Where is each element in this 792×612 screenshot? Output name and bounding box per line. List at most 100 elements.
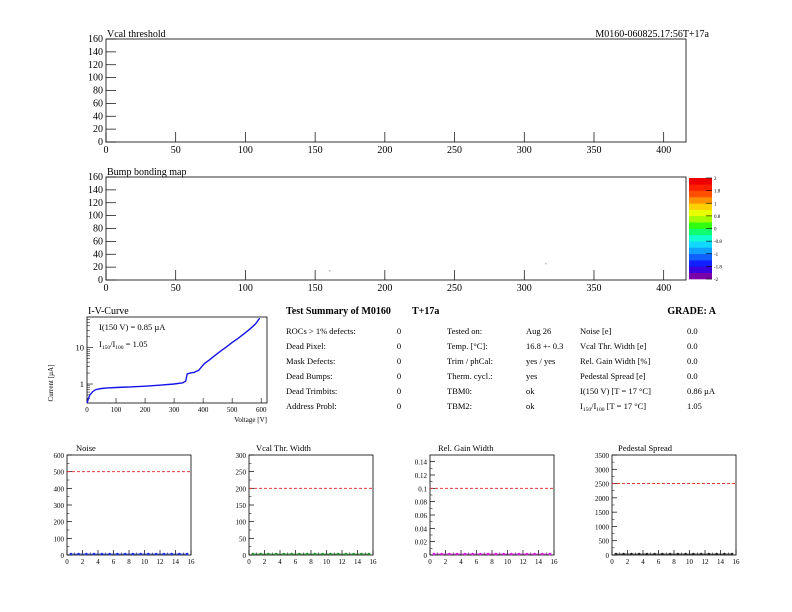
vcal-width-chart: Vcal Thr. Width 0 2 4 6 8 10 12 14 16 0 50 100 150 200… <box>236 443 378 566</box>
test-label: TBM0: <box>447 386 472 396</box>
palette-band <box>689 203 712 210</box>
data-point <box>630 552 633 556</box>
x-tick-label: 12 <box>157 558 165 566</box>
x-tick-label: 350 <box>586 145 601 156</box>
y-tick-label: 0 <box>61 552 65 560</box>
chart-title: Pedestal Spread <box>618 443 673 453</box>
x-tick-label: 2 <box>81 558 85 566</box>
chart-title: Noise <box>76 443 96 453</box>
data-point <box>154 552 158 556</box>
data-point <box>517 552 521 556</box>
y-tick-label: 100 <box>54 535 65 543</box>
noise-chart: Noise 0 2 4 6 8 10 12 14 16 0 100 200 300 400 500 600 <box>54 443 196 566</box>
x-tick-label: 6 <box>112 558 116 566</box>
x-tick-label: 0 <box>85 406 89 414</box>
y-tick-label: 1500 <box>595 509 610 517</box>
x-tick-label: 500 <box>227 406 238 414</box>
x-tick-label: 0 <box>65 558 69 566</box>
y-tick-label: 0 <box>98 137 103 148</box>
width-value: 0.0 <box>687 371 698 381</box>
pedestal-spread-chart: Pedestal Spread 0 2 4 6 8 10 12 14 16 0 500 1000 1500… <box>595 443 740 566</box>
defect-value: 0 <box>397 371 401 381</box>
data-point <box>471 552 474 556</box>
x-tick-label: 300 <box>517 283 532 294</box>
x-tick-label: 12 <box>702 558 710 566</box>
data-point <box>723 552 726 556</box>
y-tick-label: 2000 <box>595 495 610 503</box>
test-label: Therm. cycl.: <box>447 371 493 381</box>
y-tick-label: 60 <box>93 98 103 109</box>
x-tick-label: 16 <box>188 558 196 566</box>
summary-tag: T+17a <box>412 306 439 317</box>
iv-annotation-ratio: I150/I100 = 1.05 <box>99 339 147 351</box>
data-point <box>676 552 680 556</box>
x-tick-label: 6 <box>294 558 298 566</box>
test-value: yes / yes <box>526 356 555 366</box>
x-tick-label: 0 <box>104 145 109 156</box>
x-tick-label: 8 <box>490 558 494 566</box>
palette-band <box>689 228 712 236</box>
summary-title: Test Summary of M0160 <box>286 306 391 317</box>
x-tick-label: 10 <box>323 558 331 566</box>
palette-band <box>689 234 712 242</box>
palette-band <box>689 196 712 204</box>
defect-value: 0 <box>397 356 401 366</box>
chart-title: Bump bonding map <box>107 167 186 178</box>
x-tick-label: 12 <box>339 558 347 566</box>
data-point <box>313 552 317 556</box>
y-tick-label: 80 <box>93 86 103 97</box>
grade-label: GRADE: A <box>667 306 716 317</box>
y-tick-label: 0 <box>98 275 103 286</box>
y-tick-label: 20 <box>93 124 103 135</box>
data-point <box>367 552 371 556</box>
y-tick-label: 200 <box>54 519 65 527</box>
defect-value: 0 <box>397 341 401 351</box>
palette-band <box>689 222 712 229</box>
palette-band <box>689 209 712 217</box>
x-tick-label: 2 <box>263 558 267 566</box>
defect-value: 0 <box>397 326 401 336</box>
palette-band <box>689 247 712 255</box>
plot-frame <box>248 454 374 556</box>
x-tick-label: 4 <box>459 558 463 566</box>
x-tick-label: 10 <box>141 558 149 566</box>
x-tick-label: 10 <box>504 558 512 566</box>
defect-value: 0 <box>397 401 401 411</box>
y-tick-label: 0.12 <box>415 472 428 480</box>
width-label: Rel. Gain Width [%] <box>580 356 650 366</box>
y-tick-label: 100 <box>88 211 103 222</box>
x-tick-label: 50 <box>171 145 181 156</box>
y-tick-label: 40 <box>93 111 103 122</box>
width-value: 0.0 <box>687 341 698 351</box>
y-tick-label: 400 <box>54 485 65 493</box>
y-tick-label: 0.06 <box>415 512 428 520</box>
data-point <box>147 552 150 556</box>
data-point <box>440 552 443 556</box>
width-label: Pedestal Spread [e] <box>580 371 646 381</box>
x-tick-label: 150 <box>308 145 323 156</box>
data-point <box>661 552 664 556</box>
plot-frame <box>611 454 737 556</box>
x-tick-label: 350 <box>586 283 601 294</box>
data-point <box>730 552 734 556</box>
palette-band <box>689 184 712 191</box>
test-label: Trim / phCal: <box>447 356 493 366</box>
x-tick-label: 16 <box>551 558 559 566</box>
y-tick-label: 3000 <box>595 466 610 474</box>
y-tick-label: 300 <box>54 502 65 510</box>
palette-tick-label: -1 <box>714 253 719 258</box>
bump-hit <box>545 262 547 265</box>
data-point <box>77 552 80 556</box>
gain-width-chart: Rel. Gain Width 0 2 4 6 8 10 12 14 16 0 0.02 0.04 0.0… <box>415 443 558 566</box>
x-tick-label: 300 <box>517 145 532 156</box>
test-value: yes <box>526 371 537 381</box>
test-value: 16.8 +- 0.3 <box>526 341 563 351</box>
data-point <box>282 552 286 556</box>
x-tick-label: 10 <box>686 558 694 566</box>
data-point <box>139 552 142 556</box>
palette-tick-label: -2 <box>714 278 719 283</box>
test-label: TBM2: <box>447 401 472 411</box>
chart-title: Vcal Thr. Width <box>256 443 312 453</box>
y-tick-label: 0.14 <box>415 459 428 467</box>
data-point <box>707 552 711 556</box>
